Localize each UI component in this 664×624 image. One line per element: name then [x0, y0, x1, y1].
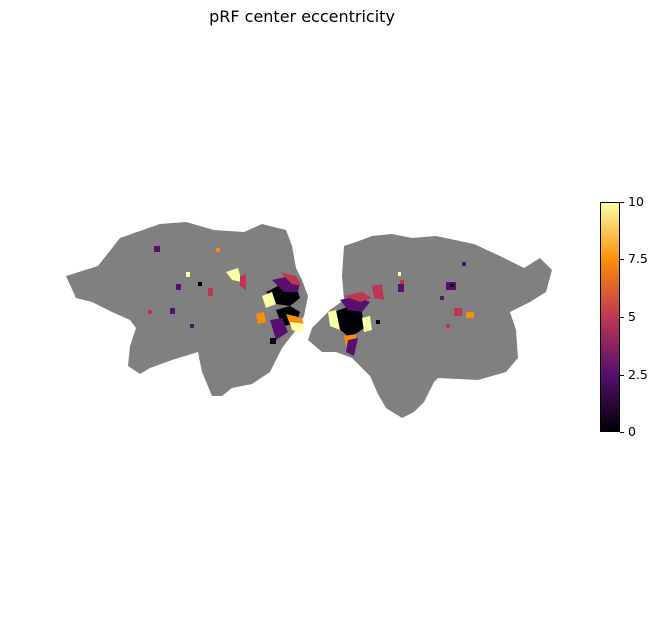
activation-patch	[372, 284, 384, 300]
activation-spot	[190, 324, 194, 328]
activation-spot	[400, 280, 404, 284]
activation-patch	[240, 274, 246, 290]
activation-spot	[398, 284, 404, 292]
activation-spot	[176, 284, 181, 290]
figure-title: pRF center eccentricity	[209, 7, 395, 26]
left-central-activation	[226, 268, 306, 340]
activation-spot	[148, 310, 152, 314]
activation-spot	[208, 288, 213, 296]
activation-spot	[154, 246, 160, 252]
activation-spot	[454, 308, 462, 316]
activation-spot	[446, 324, 450, 328]
scattered-activation	[148, 246, 474, 344]
cortical-flatmap	[66, 222, 552, 418]
right-central-activation	[328, 284, 384, 356]
activation-spot	[376, 320, 380, 324]
activation-patch	[346, 338, 358, 356]
activation-spot	[216, 248, 220, 252]
activation-patch	[290, 322, 306, 332]
activation-patch	[328, 310, 340, 330]
colorbar-tick-label: 0	[620, 425, 636, 439]
colorbar-tick-label: 2.5	[620, 368, 648, 382]
activation-spot	[462, 262, 466, 266]
activation-spot	[450, 284, 454, 287]
activation-patch	[362, 316, 372, 332]
colorbar	[600, 202, 620, 432]
colorbar-tick-label: 5	[620, 310, 636, 324]
left-hemisphere-flatmap	[66, 222, 308, 396]
colorbar-tick-label: 7.5	[620, 252, 648, 266]
activation-patch	[344, 292, 372, 302]
right-hemisphere-flatmap	[308, 234, 552, 418]
activation-spot	[270, 338, 276, 344]
activation-patch	[334, 306, 364, 338]
activation-patch	[270, 318, 288, 340]
activation-spot	[198, 282, 202, 286]
activation-spot	[398, 272, 401, 276]
activation-spot	[186, 272, 190, 277]
activation-spot	[440, 296, 444, 300]
colorbar-tick-label: 10	[620, 195, 644, 209]
activation-patch	[226, 268, 242, 282]
activation-patch	[262, 292, 276, 308]
activation-spot	[170, 308, 175, 314]
activation-spot	[466, 312, 474, 318]
activation-patch	[256, 312, 266, 324]
activation-patch	[280, 272, 302, 286]
